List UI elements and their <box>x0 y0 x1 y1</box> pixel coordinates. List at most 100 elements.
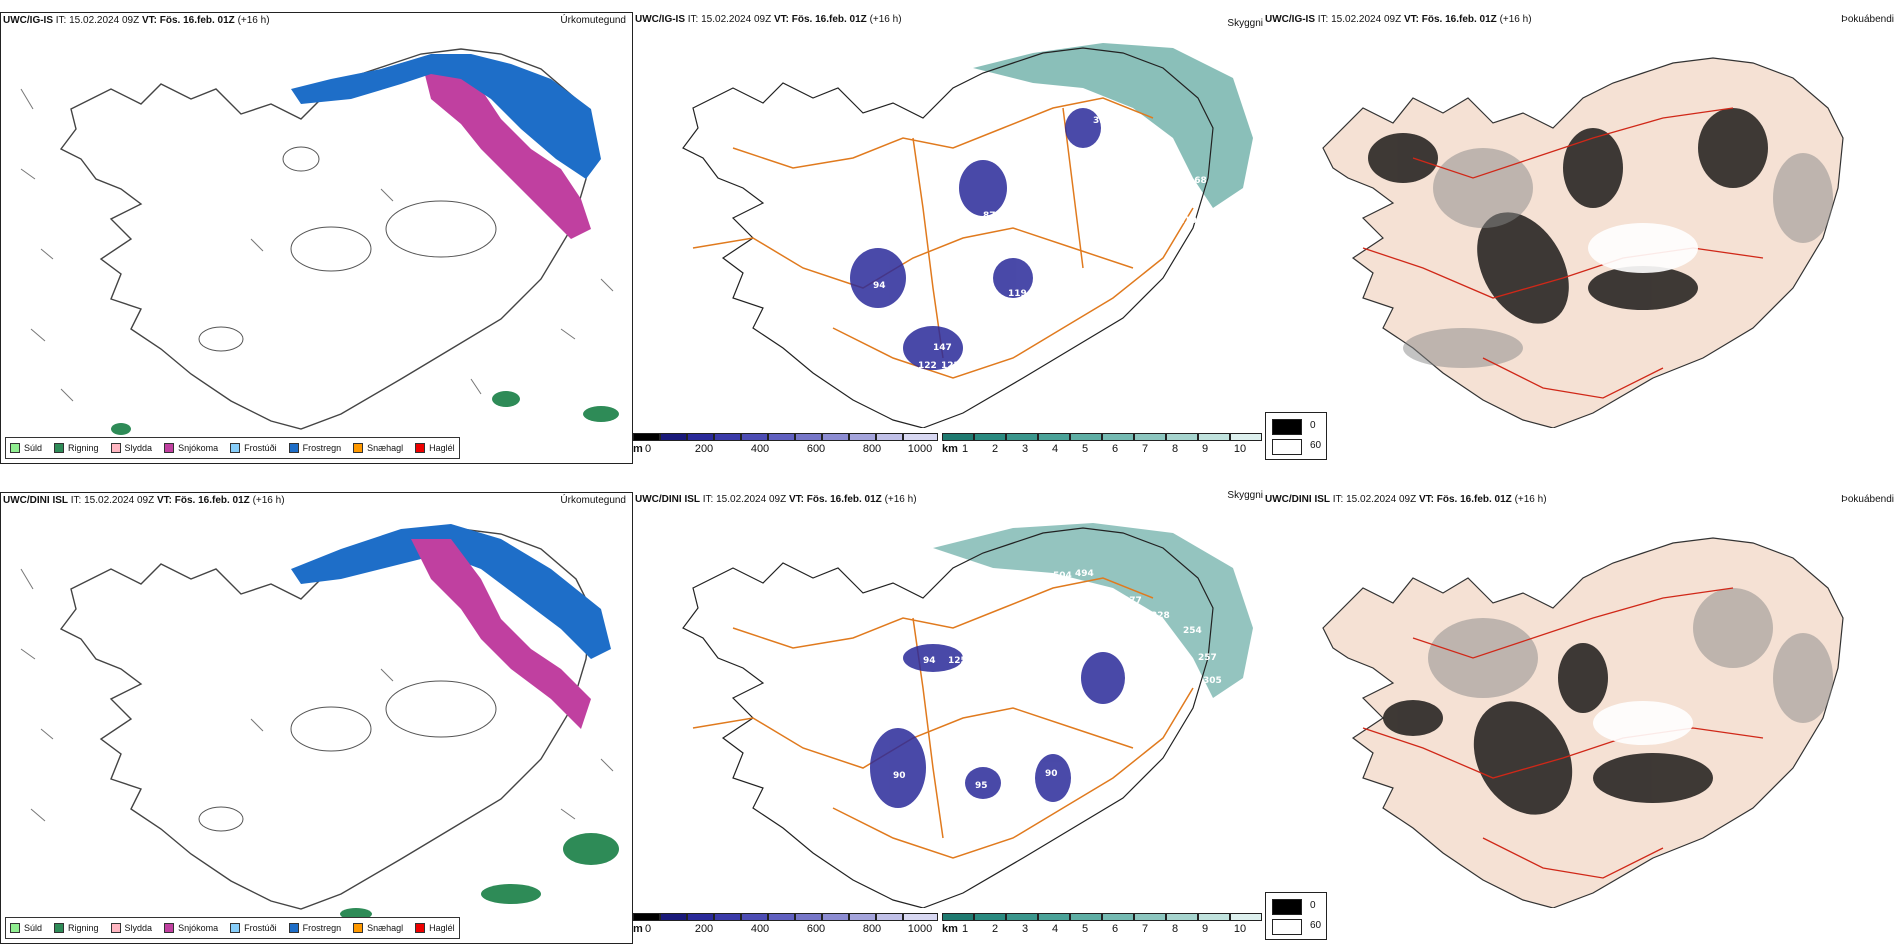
precip-panel-bottom: UWC/DINI ISL IT: 15.02.2024 09Z VT: Fös.… <box>0 492 633 944</box>
fog-index-legend-top: 0 60 <box>1265 412 1327 460</box>
height-ticks: 0 200 400 600 800 1000 <box>644 443 933 455</box>
iceland-outline <box>59 48 592 430</box>
vis-label: 243 <box>1101 613 1120 623</box>
vis-label: 141 <box>1153 651 1172 661</box>
visibility-map: 313 318 149 87 94 119 147 122 122 100 16… <box>682 43 1253 428</box>
vis-label: 87 <box>983 211 996 221</box>
legend-item: Haglél <box>415 923 455 933</box>
legend-item: Rigning <box>54 923 99 933</box>
height-scale-top <box>633 433 938 441</box>
vis-label: 377 <box>1123 596 1142 606</box>
vis-label: 228 <box>1151 611 1170 621</box>
fog-index-legend-bottom: 0 60 <box>1265 892 1327 940</box>
glaciers <box>198 146 497 352</box>
legend-item: Frostúði <box>230 923 277 933</box>
fog-index-map <box>1322 57 1844 428</box>
legend-item: Slydda <box>110 443 152 453</box>
panel-header: UWC/IG-IS IT: 15.02.2024 09Z VT: Fös. 16… <box>1265 14 1532 25</box>
height-scale-bottom <box>633 913 938 921</box>
glaciers <box>198 680 497 832</box>
vis-label: 254 <box>1183 626 1202 636</box>
vis-label: 313 <box>1093 116 1112 126</box>
fog-area <box>933 523 1253 698</box>
vis-scale-bottom <box>942 913 1262 921</box>
wind-barbs <box>20 568 614 822</box>
panel-title: Þokuábendi <box>1841 494 1894 505</box>
panel-title: Skyggni <box>1227 18 1263 29</box>
vis-ticks: 1 2 3 4 5 6 7 8 9 10 <box>961 443 1247 455</box>
vis-label: 504 <box>1053 571 1072 581</box>
vis-label: 94 <box>873 281 886 291</box>
low-visibility-patches <box>870 644 1125 808</box>
roads <box>692 97 1194 379</box>
panel-title: Úrkomutegund <box>560 495 626 506</box>
panel-header: UWC/IG-IS IT: 15.02.2024 09Z VT: Fös. 16… <box>3 15 270 26</box>
vis-label: 494 <box>1075 569 1094 579</box>
fog-index-dark <box>1368 108 1768 324</box>
precip-legend: Súld Rigning Slydda Snjókoma Frostúði Fr… <box>5 917 460 939</box>
glacier-white <box>1593 701 1693 745</box>
legend-item: Rigning <box>54 443 99 453</box>
legend-item: Frostregn <box>288 923 341 933</box>
visibility-labels: 313 318 149 87 94 119 147 122 122 100 16… <box>873 116 1207 411</box>
low-visibility-patches <box>850 108 1101 370</box>
vis-label: 149 <box>1103 151 1122 161</box>
legend-item: Haglél <box>415 443 455 453</box>
legend-item: Snæhagl <box>353 923 403 933</box>
vis-scale-top <box>942 433 1262 441</box>
fog-area <box>973 43 1253 208</box>
legend-item: Súld <box>10 443 42 453</box>
vis-unit: km <box>942 443 958 455</box>
fog-index-grey <box>1403 148 1833 368</box>
legend-item: Snæhagl <box>353 443 403 453</box>
vis-label: 100 <box>933 401 952 411</box>
legend-item: Súld <box>10 923 42 933</box>
panel-header: UWC/DINI ISL IT: 15.02.2024 09Z VT: Fös.… <box>1265 494 1547 505</box>
vis-label: 90 <box>893 771 906 781</box>
vis-label: 318 <box>1118 119 1137 129</box>
panel-title: Úrkomutegund <box>560 15 626 26</box>
height-unit: m <box>633 923 643 935</box>
panel-title: Skyggni <box>1227 490 1263 501</box>
vis-label: 110 <box>1178 216 1197 226</box>
precip-map <box>20 48 619 435</box>
iceland-outline <box>682 47 1214 428</box>
rain-patches <box>111 391 619 435</box>
freezing-rain-area <box>291 524 611 659</box>
panel-header: UWC/DINI ISL IT: 15.02.2024 09Z VT: Fös.… <box>635 494 917 505</box>
panel-header: UWC/DINI ISL IT: 15.02.2024 09Z VT: Fös.… <box>3 495 285 506</box>
panel-header: UWC/IG-IS IT: 15.02.2024 09Z VT: Fös. 16… <box>635 14 902 25</box>
snowfall-area <box>411 539 591 729</box>
height-ticks: 0 200 400 600 800 1000 <box>644 923 933 935</box>
legend-item: Snjókoma <box>164 443 218 453</box>
visibility-labels: 504 494 377 243 228 254 141 257 305 90 9… <box>893 569 1222 791</box>
legend-item: Slydda <box>110 923 152 933</box>
iceland-outline <box>682 527 1214 908</box>
snowfall-area <box>421 59 591 239</box>
vis-label: 95 <box>975 781 988 791</box>
freezing-rain-area <box>291 54 601 179</box>
vis-label: 90 <box>1045 769 1058 779</box>
precip-legend: Súld Rigning Slydda Snjókoma Frostúði Fr… <box>5 437 460 459</box>
vis-label: 125 <box>948 656 967 666</box>
precip-map <box>20 524 619 920</box>
vis-unit: km <box>942 923 958 935</box>
glacier-white <box>1588 223 1698 273</box>
vis-label: 147 <box>933 343 952 353</box>
panel-title: Þokuábendi <box>1841 14 1894 25</box>
fog-index-panel-top: UWC/IG-IS IT: 15.02.2024 09Z VT: Fös. 16… <box>1263 12 1900 464</box>
visibility-panel-bottom: UWC/DINI ISL IT: 15.02.2024 09Z VT: Fös.… <box>633 490 1263 944</box>
legend-item: Frostregn <box>288 443 341 453</box>
vis-label: 122 <box>918 361 937 371</box>
visibility-map: 504 494 377 243 228 254 141 257 305 90 9… <box>682 523 1253 908</box>
height-unit: m <box>633 443 643 455</box>
fog-index-panel-bottom: UWC/DINI ISL IT: 15.02.2024 09Z VT: Fös.… <box>1263 492 1900 944</box>
fog-index-map <box>1322 537 1844 908</box>
legend-item: Snjókoma <box>164 923 218 933</box>
vis-label: 168 <box>1188 176 1207 186</box>
vis-label: 88 <box>1103 181 1116 191</box>
visibility-panel-top: UWC/IG-IS IT: 15.02.2024 09Z VT: Fös. 16… <box>633 12 1263 464</box>
fog-index-dark <box>1383 643 1713 815</box>
wind-barbs <box>20 88 614 402</box>
fog-index-grey <box>1428 588 1833 723</box>
